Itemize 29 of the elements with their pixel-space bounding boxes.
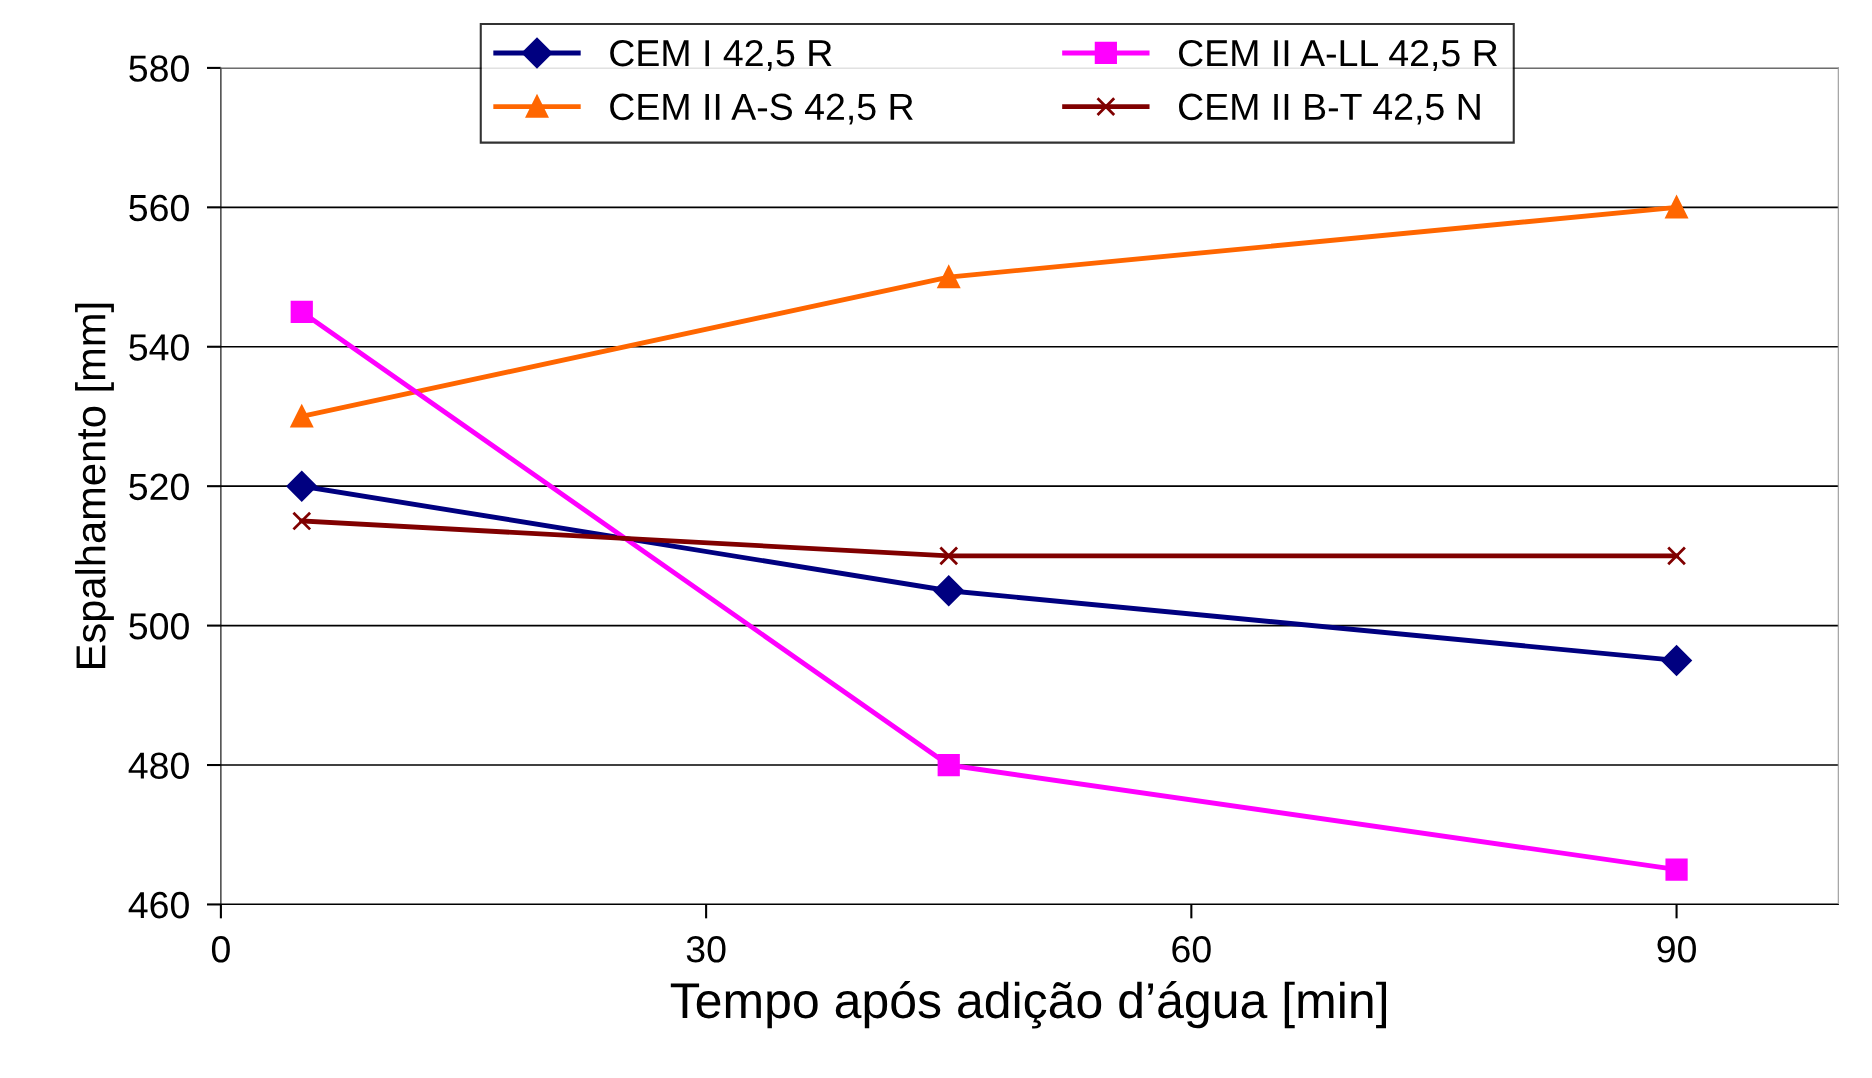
point (939, 546, 959, 566)
y-tick-label: 520 (129, 473, 189, 501)
y-axis-title: Espalhamento [mm] (75, 303, 114, 669)
legend-label: CEM II A-S 42,5 R (610, 93, 913, 125)
x-axis-title: Tempo após adição d’água [min] (670, 981, 1386, 1029)
point (1666, 546, 1687, 566)
y-tick-label: 540 (129, 334, 189, 361)
point (1665, 196, 1688, 219)
point (933, 575, 964, 606)
point (290, 405, 313, 428)
y-tick-label: 460 (128, 891, 189, 919)
point (1665, 858, 1688, 881)
point (292, 511, 312, 531)
point (290, 300, 313, 324)
x-tick-label: 60 (1172, 935, 1211, 963)
point (286, 471, 317, 502)
legend-label: CEM II B-T 42,5 N (1179, 93, 1480, 125)
y-tick-label: 480 (128, 752, 189, 779)
y-tick-label: 580 (129, 55, 189, 82)
x-tick-label: 30 (686, 935, 726, 963)
point (937, 265, 960, 289)
point (937, 753, 960, 777)
legend-label: CEM I 42,5 R (610, 39, 832, 71)
x-tick-label: 0 (211, 935, 230, 963)
point (1661, 645, 1692, 676)
y-tick-label: 560 (129, 194, 189, 222)
x-tick-label: 90 (1657, 935, 1696, 963)
y-tick-label: 500 (129, 613, 189, 640)
legend-label: CEM II A-LL 42,5 R (1179, 39, 1498, 71)
